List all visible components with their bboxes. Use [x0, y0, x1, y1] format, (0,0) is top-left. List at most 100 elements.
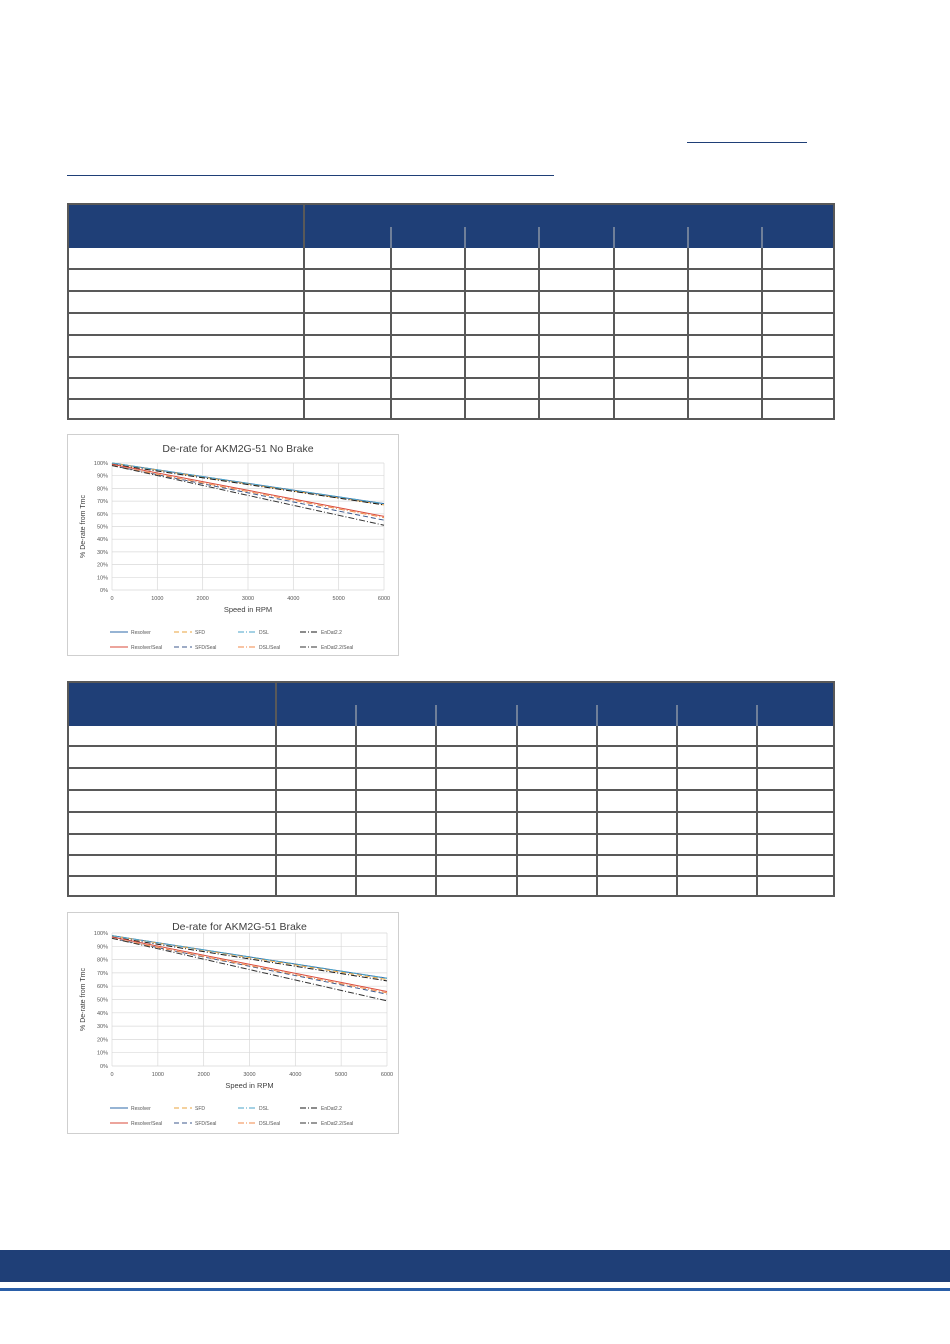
series-line: [111, 937, 388, 994]
table-header-subdivider: [596, 705, 598, 726]
x-tick-label: 1000: [152, 1072, 164, 1078]
y-tick-label: 60%: [97, 984, 108, 990]
legend-label: SFD/Seal: [195, 645, 216, 651]
legend-label: DSL: [259, 630, 269, 636]
series-line: [111, 937, 388, 1002]
series-line: [111, 936, 388, 982]
table-header-subdivider: [756, 705, 758, 726]
footer-accent-line: [0, 1288, 950, 1291]
series-line: [111, 935, 388, 979]
table-header-subdivider: [687, 227, 689, 248]
y-tick-label: 70%: [97, 971, 108, 977]
y-tick-label: 70%: [97, 499, 108, 505]
table-header-subdivider: [613, 227, 615, 248]
table-header-subdivider: [435, 705, 437, 726]
table-row: [69, 745, 833, 747]
footer-band: [0, 1250, 950, 1282]
legend-label: Resolver/Seal: [131, 645, 162, 651]
y-tick-label: 10%: [97, 575, 108, 581]
x-tick-label: 3000: [242, 596, 254, 602]
x-tick-label: 4000: [287, 596, 299, 602]
table-row: [69, 290, 833, 292]
y-axis-label: % De-rate from Tmc: [80, 495, 87, 558]
y-tick-label: 90%: [97, 474, 108, 480]
legend-label: SFD: [195, 630, 205, 636]
y-tick-label: 10%: [97, 1051, 108, 1057]
derate-table-brake: [67, 681, 835, 897]
series-line: [111, 462, 385, 506]
x-tick-label: 1000: [151, 596, 163, 602]
x-tick-label: 6000: [378, 596, 390, 602]
table-row: [69, 377, 833, 379]
y-tick-label: 100%: [94, 931, 108, 937]
legend-label: EnDat2.2/Seal: [321, 1121, 353, 1127]
x-axis-label: Speed in RPM: [224, 605, 272, 614]
series-line: [111, 465, 385, 521]
table-row: [69, 356, 833, 358]
derate-chart-brake: De-rate for AKM2G-51 Brake 0% 10% 20% 30% 40%…: [67, 912, 399, 1134]
series-line: [111, 937, 388, 995]
series-line: [111, 465, 385, 526]
table-row: [69, 334, 833, 336]
x-tick-label: 3000: [243, 1072, 255, 1078]
table-header-subdivider: [538, 227, 540, 248]
x-tick-label: 2000: [198, 1072, 210, 1078]
legend-label: DSL/Seal: [259, 645, 280, 651]
series-line: [111, 465, 385, 519]
x-tick-label: 2000: [197, 596, 209, 602]
legend-label: SFD: [195, 1106, 205, 1112]
y-tick-label: 60%: [97, 512, 108, 518]
series-line: [111, 936, 388, 993]
table-row: [69, 854, 833, 856]
legend-label: Resolver: [131, 1106, 151, 1112]
derate-table-no-brake: [67, 203, 835, 420]
y-tick-label: 40%: [97, 537, 108, 543]
derate-chart-no-brake: De-rate for AKM2G-51 No Brake 0% 10% 20% 30%…: [67, 434, 399, 656]
x-tick-label: 0: [110, 596, 113, 602]
legend-label: DSL/Seal: [259, 1121, 280, 1127]
y-tick-label: 50%: [97, 998, 108, 1004]
table-header-subdivider: [761, 227, 763, 248]
table-row: [69, 811, 833, 813]
hyperlink-underline[interactable]: [67, 175, 554, 176]
x-tick-label: 5000: [335, 1072, 347, 1078]
table-row: [69, 398, 833, 400]
y-tick-label: 40%: [97, 1011, 108, 1017]
hyperlink-underline[interactable]: [687, 142, 807, 143]
table-row: [69, 875, 833, 877]
table-row: [69, 312, 833, 314]
y-tick-label: 0%: [100, 588, 108, 594]
table-row: [69, 833, 833, 835]
legend-label: EnDat2.2: [321, 630, 342, 636]
y-tick-label: 30%: [97, 550, 108, 556]
x-tick-label: 4000: [289, 1072, 301, 1078]
y-tick-label: 0%: [100, 1064, 108, 1070]
legend-label: DSL: [259, 1106, 269, 1112]
legend-label: SFD/Seal: [195, 1121, 216, 1127]
y-axis-label: % De-rate from Tmc: [80, 968, 87, 1031]
x-tick-label: 6000: [381, 1072, 393, 1078]
series-line: [111, 462, 385, 505]
legend-label: Resolver/Seal: [131, 1121, 162, 1127]
y-tick-label: 90%: [97, 944, 108, 950]
table-header: [69, 205, 833, 248]
chart-title: De-rate for AKM2G-51 Brake: [172, 921, 307, 933]
y-tick-label: 80%: [97, 486, 108, 492]
x-tick-label: 0: [110, 1072, 113, 1078]
y-tick-label: 50%: [97, 525, 108, 531]
table-row: [69, 767, 833, 769]
series-line: [111, 463, 385, 517]
table-header: [69, 683, 833, 726]
x-tick-label: 5000: [333, 596, 345, 602]
table-header-subdivider: [516, 705, 518, 726]
series-line: [111, 935, 388, 981]
y-tick-label: 80%: [97, 958, 108, 964]
y-tick-label: 100%: [94, 461, 108, 467]
table-header-subdivider: [355, 705, 357, 726]
y-tick-label: 30%: [97, 1024, 108, 1030]
series-line: [111, 463, 385, 506]
legend-label: EnDat2.2: [321, 1106, 342, 1112]
table-row: [69, 789, 833, 791]
chart-svg: De-rate for AKM2G-51 Brake 0% 10% 20% 30% 40%…: [80, 921, 393, 1127]
chart-svg: De-rate for AKM2G-51 No Brake 0% 10% 20% 30%…: [80, 443, 390, 651]
